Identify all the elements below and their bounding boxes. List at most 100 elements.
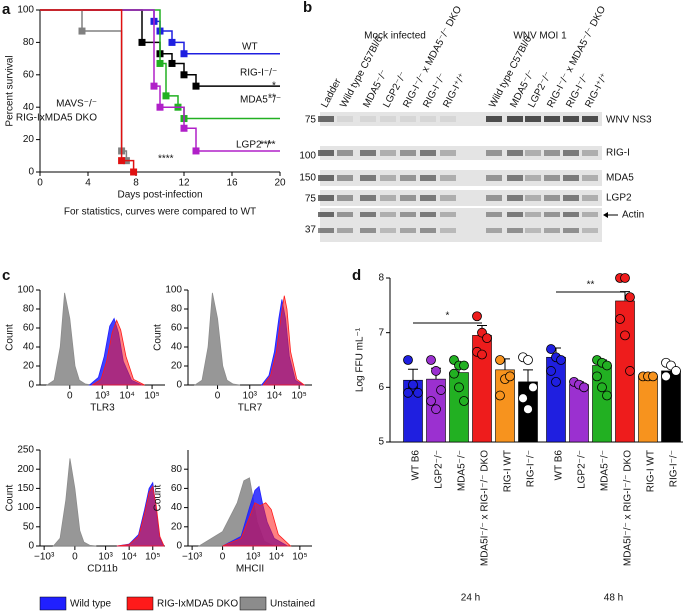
blot-band (337, 150, 353, 156)
histogram-area (262, 295, 306, 386)
error-bar (408, 368, 418, 381)
category-label: RIG-I⁻/⁻ (669, 450, 680, 487)
blot-band (525, 150, 541, 156)
y-tick-label: 100 (165, 285, 182, 296)
blot-band (544, 195, 560, 201)
blot-strip (320, 112, 602, 126)
survival-marker (130, 168, 138, 176)
y-tick-label: 0 (28, 167, 34, 178)
blot-band (420, 212, 436, 217)
blot-band (360, 150, 376, 156)
panel-label: a (2, 1, 11, 18)
data-point (648, 371, 658, 382)
y-axis-label: Count (153, 324, 164, 351)
blot-band (582, 116, 598, 122)
panel-label: c (2, 267, 10, 284)
mw-marker: 37 (305, 225, 317, 236)
series-label: RIG-IxMDA5 DKO (16, 113, 97, 124)
blot-band (440, 150, 456, 156)
blot-band (486, 175, 502, 181)
data-point (528, 382, 538, 393)
blot-band (486, 116, 502, 122)
survival-marker (168, 38, 176, 46)
blot-band (360, 175, 376, 181)
data-point (431, 404, 441, 415)
data-point (661, 371, 671, 382)
blot-band (420, 195, 436, 201)
series-label: MAVS⁻/⁻ (56, 99, 97, 110)
data-point (413, 387, 423, 398)
data-point (523, 355, 533, 365)
bar (661, 370, 681, 443)
survival-marker (156, 103, 164, 111)
blot-band (400, 150, 416, 156)
blot-band (318, 150, 334, 156)
x-tick-label: 10³ (246, 552, 261, 563)
y-tick-label: 60 (171, 323, 183, 334)
blot-band (507, 195, 523, 201)
data-point (620, 330, 630, 341)
data-point (671, 366, 681, 376)
data-point (518, 393, 528, 404)
blot-band (380, 116, 396, 122)
blot-band (380, 150, 396, 156)
y-axis-label: Log FFU mL⁻¹ (355, 327, 366, 392)
survival-marker (138, 38, 146, 46)
y-tick-label: 250 (17, 445, 34, 456)
survival-marker (180, 124, 188, 132)
blot-band (486, 228, 502, 233)
y-axis-label: Count (5, 484, 16, 511)
blot-band (486, 150, 502, 156)
x-tick-label: 10³ (95, 391, 110, 402)
y-tick-label: 60 (171, 483, 183, 494)
blot-band (563, 212, 579, 217)
blot-band (318, 116, 334, 122)
blot-band (440, 212, 456, 217)
blot-band (507, 228, 523, 233)
x-axis-label: Days post-infection (117, 190, 202, 201)
blot-band (420, 150, 436, 156)
blot-band (318, 212, 334, 217)
actin-arrowhead (603, 212, 608, 218)
histogram-area (52, 458, 97, 547)
band-label: Actin (622, 210, 644, 221)
blot-band (420, 116, 436, 122)
y-tick-label: 7 (378, 327, 384, 338)
y-tick-label: 6 (378, 382, 384, 393)
y-tick-label: 150 (17, 483, 34, 494)
category-label: RIG-I⁻/⁻ (526, 450, 537, 487)
survival-marker (180, 71, 188, 79)
blot-band (360, 116, 376, 122)
blot-band (360, 195, 376, 201)
blot-band (318, 195, 334, 201)
data-point (459, 360, 469, 371)
group-label: 24 h (461, 593, 480, 604)
blot-band (440, 175, 456, 181)
y-axis-label: Count (153, 484, 164, 511)
category-label: MDA5⁻/⁻ (600, 450, 611, 491)
blot-band (318, 228, 334, 233)
x-tick-label: 10⁵ (292, 552, 307, 563)
y-tick-label: 80 (23, 304, 35, 315)
mw-marker: 100 (299, 151, 316, 162)
category-label: RIG-I WT (646, 450, 657, 492)
category-label: WT B6 (554, 450, 565, 481)
y-tick-label: 60 (23, 69, 35, 80)
data-point (454, 382, 464, 393)
data-point (597, 382, 607, 393)
blot-band (440, 116, 456, 122)
y-tick-label: 40 (23, 102, 35, 113)
significance: * (446, 311, 450, 322)
data-point (625, 366, 635, 376)
category-label: MDA5I⁻/⁻ x RIG-I⁻/⁻ DKO (623, 450, 634, 566)
x-tick-label: 10⁵ (145, 552, 160, 563)
blot-band (360, 228, 376, 233)
blot-band (337, 212, 353, 217)
y-tick-label: 200 (17, 464, 34, 475)
blot-band (544, 228, 560, 233)
x-tick-label: 10⁴ (267, 391, 282, 402)
condition-label: Mock infected (364, 31, 426, 42)
blot-band (544, 150, 560, 156)
